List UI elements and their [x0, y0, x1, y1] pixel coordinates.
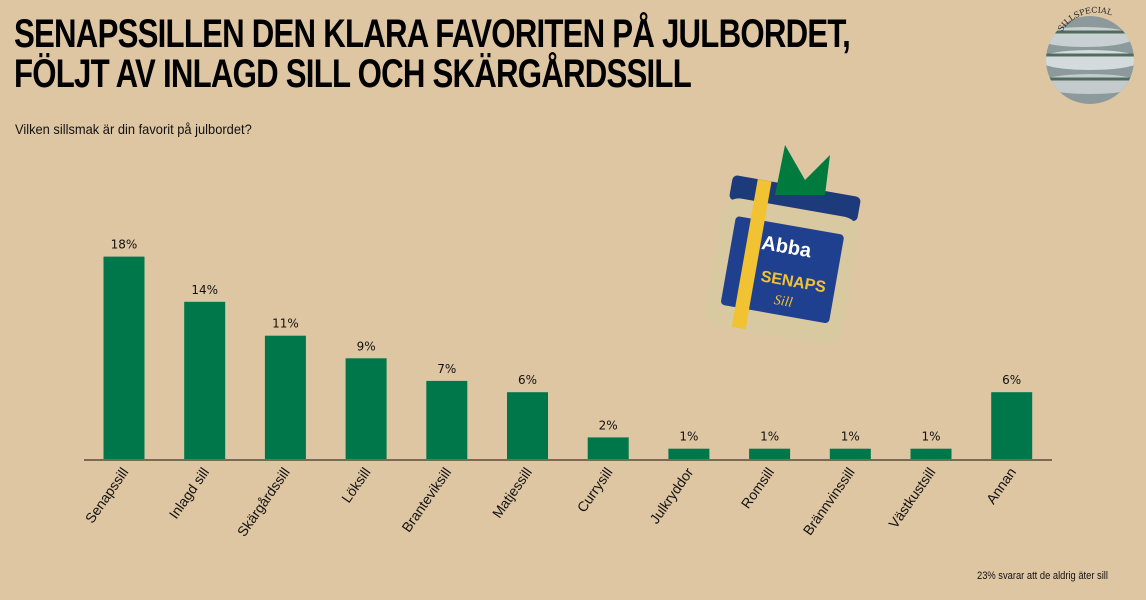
- x-tick-label: Branteviksill: [398, 465, 454, 535]
- data-label: 6%: [518, 373, 537, 387]
- x-tick-label: Inlagd sill: [166, 465, 213, 522]
- title-line-1: SENAPSSILLEN DEN KLARA FAVORITEN PÅ JULB…: [14, 12, 851, 56]
- bar: [426, 380, 468, 460]
- bar: [829, 448, 871, 460]
- x-tick-label: Currysill: [574, 465, 616, 516]
- bar: [587, 437, 629, 460]
- footnote: 23% svarar att de aldrig äter sill: [977, 570, 1108, 582]
- chart-question: Vilken sillsmak är din favorit på julbor…: [15, 121, 252, 137]
- bar: [264, 335, 306, 460]
- bar: [749, 448, 791, 460]
- data-label: 7%: [437, 362, 456, 376]
- title-line-2: FÖLJT AV INLAGD SILL OCH SKÄRGÅRDSSILL: [14, 52, 692, 96]
- page-title: SENAPSSILLEN DEN KLARA FAVORITEN PÅ JULB…: [14, 12, 851, 96]
- x-tick-label: Skärgårdssill: [234, 465, 293, 540]
- bar: [103, 256, 145, 460]
- data-label: 6%: [1002, 373, 1021, 387]
- x-tick-label: Brännvinssill: [800, 465, 858, 539]
- bar: [184, 301, 226, 460]
- data-label: 1%: [760, 430, 779, 444]
- x-tick-label: Senapssill: [82, 465, 132, 526]
- bar: [507, 392, 548, 460]
- data-label: 11%: [272, 317, 299, 331]
- bar: [668, 448, 710, 460]
- data-label: 1%: [921, 430, 940, 444]
- x-tick-label: Julkryddor: [646, 464, 696, 526]
- jar-product2: Sill: [773, 293, 794, 311]
- data-label: 14%: [191, 283, 218, 297]
- bar: [991, 392, 1033, 460]
- crown-icon: [775, 145, 830, 195]
- data-label: 1%: [679, 430, 698, 444]
- x-tick-label: Annan: [983, 465, 1019, 507]
- data-label: 18%: [111, 238, 138, 252]
- sillspecial-badge: SILLSPECIAL: [1046, 6, 1134, 104]
- data-label: 2%: [599, 418, 618, 432]
- x-tick-label: Matjessill: [489, 465, 535, 521]
- bar: [345, 358, 387, 460]
- data-label: 1%: [841, 430, 860, 444]
- abba-senapssill-jar-image: Abba SENAPS Sill: [704, 145, 861, 346]
- data-label: 9%: [357, 339, 376, 353]
- x-tick-label: Västkustsill: [885, 465, 938, 532]
- x-tick-label: Löksill: [338, 465, 373, 506]
- x-tick-label: Romsill: [738, 465, 777, 512]
- bar: [910, 448, 952, 460]
